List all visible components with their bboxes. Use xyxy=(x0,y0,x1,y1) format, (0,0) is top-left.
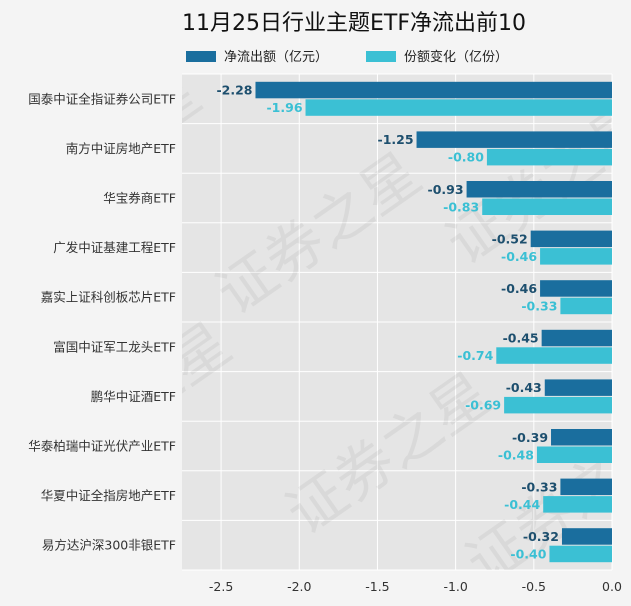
category-label: 国泰中证全指证券公司ETF xyxy=(28,91,176,106)
bar-share-change xyxy=(560,297,612,315)
data-label: -0.93 xyxy=(428,182,464,197)
legend-label-net-outflow: 净流出额（亿元） xyxy=(224,50,328,65)
category-label: 华宝券商ETF xyxy=(103,191,176,206)
data-label: -2.28 xyxy=(216,83,252,98)
x-tick-label: -1.0 xyxy=(443,579,467,594)
category-label: 广发中证基建工程ETF xyxy=(53,240,176,255)
legend-label-share-change: 份额变化（亿份） xyxy=(404,49,508,65)
category-labels: 国泰中证全指证券公司ETF 南方中证房地产ETF 华宝券商ETF 广发中证基建工程ET… xyxy=(28,91,176,552)
bar-share-change xyxy=(549,545,612,563)
bar-net-outflow xyxy=(544,379,612,396)
bar-net-outflow xyxy=(560,478,612,496)
bar-share-change xyxy=(482,198,612,215)
data-label: -0.39 xyxy=(512,430,548,445)
bar-net-outflow xyxy=(551,429,612,446)
x-tick-label: 0.0 xyxy=(602,579,622,594)
data-label: -0.45 xyxy=(503,331,539,346)
category-label: 嘉实上证科创板芯片ETF xyxy=(41,290,176,305)
data-label: -0.74 xyxy=(457,348,493,363)
data-label: -0.33 xyxy=(521,479,557,494)
bars xyxy=(255,81,612,563)
data-label: -1.96 xyxy=(266,100,302,115)
data-label: -0.32 xyxy=(523,529,559,544)
bar-net-outflow xyxy=(416,131,612,148)
bar-share-change xyxy=(486,148,612,166)
bar-net-outflow xyxy=(530,230,612,248)
category-label: 南方中证房地产ETF xyxy=(66,141,176,156)
bar-share-change xyxy=(305,99,612,116)
category-label: 富国中证军工龙头ETF xyxy=(53,339,176,354)
gridlines xyxy=(182,73,613,571)
category-label: 华夏中证全指房地产ETF xyxy=(41,488,176,503)
bar-share-change xyxy=(496,347,612,364)
category-label: 易方达沪深300非银ETF xyxy=(42,538,176,553)
data-label: -0.44 xyxy=(504,497,540,512)
bar-share-change xyxy=(536,446,612,463)
legend-swatch-net-outflow xyxy=(186,51,216,62)
bar-net-outflow xyxy=(540,280,612,297)
bar-share-change xyxy=(504,396,612,414)
value-labels: -2.28 -1.96 -1.25 -0.80 -0.93 -0.83 -0.52 -0.46… xyxy=(216,83,559,562)
bar-net-outflow xyxy=(561,528,612,545)
data-label: -0.43 xyxy=(506,380,542,395)
data-label: -0.52 xyxy=(492,231,528,246)
data-label: -0.46 xyxy=(501,281,537,296)
legend-swatch-share-change xyxy=(366,51,396,62)
x-tick-label: -2.5 xyxy=(209,579,233,594)
data-label: -1.25 xyxy=(378,132,414,147)
x-tick-label: -0.5 xyxy=(522,579,546,594)
data-label: -0.33 xyxy=(521,298,557,313)
x-tick-label: -2.0 xyxy=(287,579,311,594)
category-label: 华泰柏瑞中证光伏产业ETF xyxy=(28,439,176,454)
data-label: -0.46 xyxy=(501,249,537,264)
bar-net-outflow xyxy=(466,181,612,198)
bar-net-outflow xyxy=(541,329,612,347)
category-label: 鹏华中证酒ETF xyxy=(91,389,176,404)
data-label: -0.40 xyxy=(510,546,546,561)
data-label: -0.69 xyxy=(465,398,501,413)
bar-share-change xyxy=(543,496,612,513)
chart-title: 11月25日行业主题ETF净流出前10 xyxy=(182,11,526,36)
bar-net-outflow xyxy=(255,81,612,99)
data-label: -0.80 xyxy=(448,150,484,165)
data-label: -0.48 xyxy=(498,447,534,462)
data-label: -0.83 xyxy=(443,199,479,214)
x-axis-ticks: -2.5 -2.0 -1.5 -1.0 -0.5 0.0 xyxy=(209,579,622,594)
x-tick-label: -1.5 xyxy=(365,579,389,594)
legend: 净流出额（亿元） 份额变化（亿份） xyxy=(186,49,508,65)
bar-share-change xyxy=(540,248,612,265)
